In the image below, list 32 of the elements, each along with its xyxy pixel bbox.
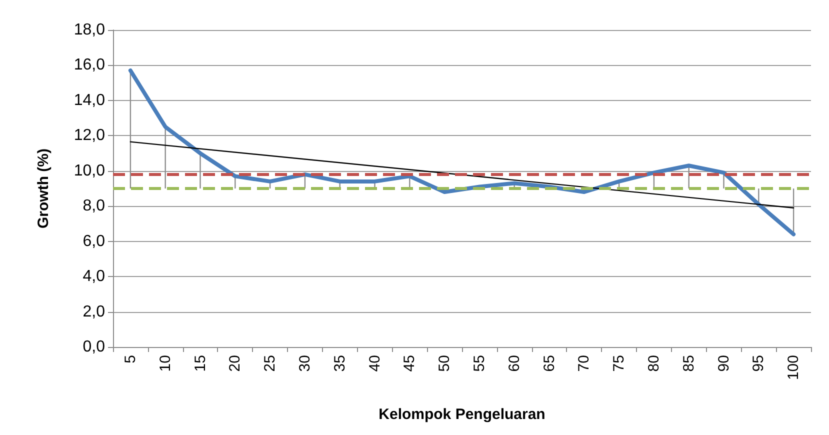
x-tick-label: 35 xyxy=(331,355,348,372)
y-tick-label: 18,0 xyxy=(74,22,106,38)
x-tick-label: 55 xyxy=(470,355,488,372)
x-tick-label: 100 xyxy=(785,355,802,380)
x-tick-label: 95 xyxy=(750,355,768,372)
x-tick-label: 90 xyxy=(715,355,732,372)
y-tick-label: 14,0 xyxy=(74,92,106,109)
y-tick-label: 0,0 xyxy=(82,338,106,356)
y-tick-label: 12,0 xyxy=(74,127,106,144)
x-tick-label: 10 xyxy=(156,355,174,372)
y-axis-title: Growth (%) xyxy=(35,148,52,228)
x-tick-label: 5 xyxy=(122,355,139,364)
x-tick-label: 75 xyxy=(610,355,628,372)
x-tick-label: 45 xyxy=(401,355,418,372)
x-tick-label: 80 xyxy=(645,355,662,372)
x-tick-label: 30 xyxy=(296,355,314,372)
x-tick-label: 20 xyxy=(226,355,244,372)
x-tick-label: 60 xyxy=(506,355,523,372)
x-tick-label: 25 xyxy=(262,355,279,372)
y-tick-label: 2,0 xyxy=(82,303,106,320)
x-tick-label: 70 xyxy=(576,355,593,372)
y-tick-label: 10,0 xyxy=(74,162,106,180)
y-tick-label: 6,0 xyxy=(82,232,106,250)
x-tick-label: 15 xyxy=(192,355,209,372)
x-tick-label: 50 xyxy=(436,355,454,372)
x-tick-label: 65 xyxy=(540,355,558,372)
y-tick-label: 4,0 xyxy=(82,268,106,286)
x-tick-label: 85 xyxy=(680,355,698,372)
x-axis-title: Kelompok Pengeluaran xyxy=(378,406,546,423)
y-tick-label: 8,0 xyxy=(82,198,106,215)
x-tick-label: 40 xyxy=(366,355,384,372)
y-tick-label: 16,0 xyxy=(74,56,106,74)
